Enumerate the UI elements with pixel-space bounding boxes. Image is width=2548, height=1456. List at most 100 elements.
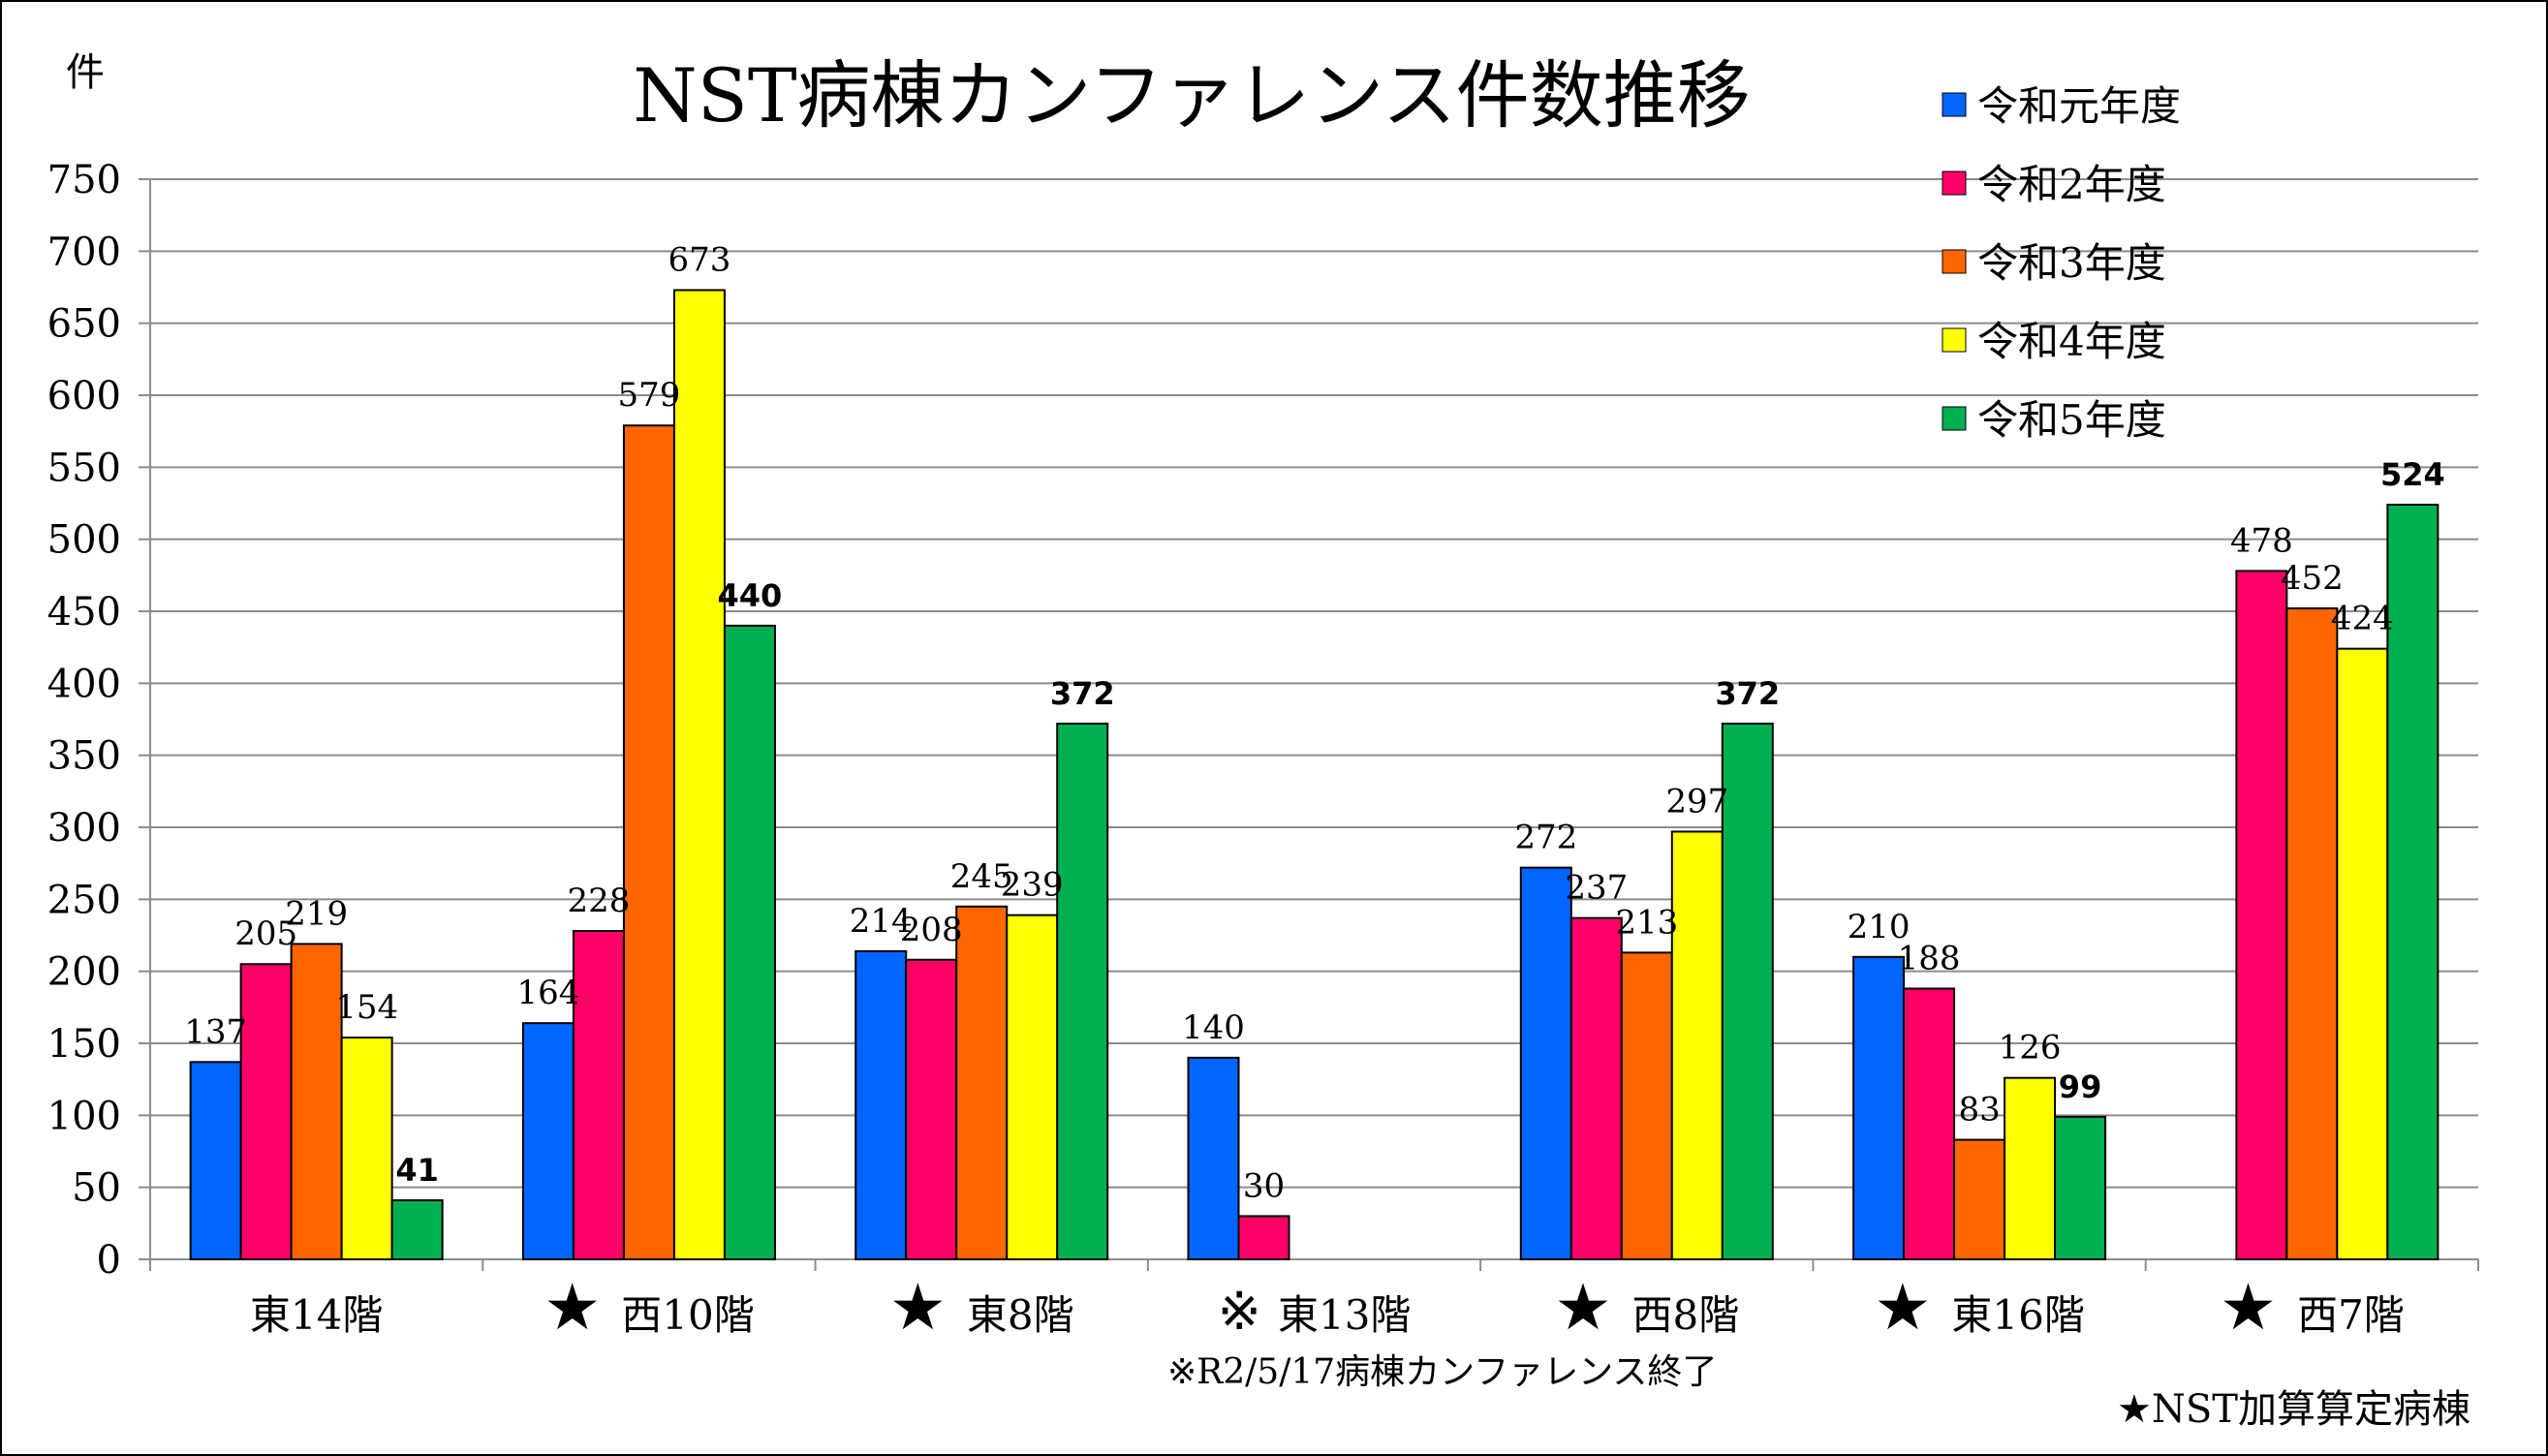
bar (1237, 1215, 1290, 1261)
data-label: 140 (1182, 1008, 1245, 1047)
data-label: 228 (567, 882, 630, 920)
y-tick-label: 350 (47, 734, 121, 779)
y-tick-label: 400 (47, 662, 121, 706)
x-tick-label: ★ 西10階 (544, 1270, 755, 1345)
x-tick-label: ★ 西7階 (2220, 1270, 2405, 1345)
bar (340, 1037, 393, 1261)
bar (521, 1022, 575, 1260)
data-label: 126 (1999, 1029, 2062, 1068)
legend-swatch (1942, 327, 1967, 353)
bar (239, 963, 293, 1260)
data-label: 424 (2331, 600, 2394, 638)
y-tick-label: 750 (47, 158, 121, 202)
data-label: 164 (516, 974, 579, 1012)
data-label: 245 (950, 857, 1013, 896)
bar (855, 949, 908, 1260)
x-tick-label: ★ 西8階 (1554, 1270, 1739, 1345)
y-tick-label: 600 (47, 374, 121, 418)
bar (2336, 647, 2389, 1260)
legend-swatch (1942, 406, 1967, 431)
x-tick-label: ※ 東13階 (1218, 1281, 1412, 1342)
bar (290, 943, 343, 1260)
legend-label: 令和5年度 (1977, 396, 2166, 444)
data-label: 297 (1665, 782, 1728, 821)
data-label: 30 (1243, 1166, 1285, 1205)
data-label: 524 (2380, 456, 2445, 493)
bar (1721, 722, 1774, 1260)
data-labels: 1372052191544116422857967344021420824523… (184, 240, 2445, 1205)
data-label: 372 (1050, 675, 1115, 712)
axes: 0 50 100 150 200 250 300 350 400 450 500 550 600 650 7… (47, 158, 2479, 1283)
bar (622, 424, 675, 1261)
y-tick-label: 150 (47, 1022, 121, 1067)
bar (2386, 503, 2439, 1260)
bar (905, 958, 958, 1260)
bars (189, 289, 2439, 1261)
legend-swatch (1942, 170, 1967, 196)
data-label: 372 (1715, 675, 1780, 712)
legend-swatch (1942, 249, 1967, 274)
y-tick-label: 250 (47, 878, 121, 922)
data-label: 440 (718, 577, 783, 614)
legend-swatch (1942, 92, 1967, 117)
data-label: 478 (2230, 521, 2293, 560)
legend-label: 令和4年度 (1977, 318, 2166, 365)
y-tick-label: 700 (47, 230, 121, 274)
bar (1187, 1056, 1240, 1261)
y-tick-label: 500 (47, 518, 121, 563)
bar (2054, 1115, 2107, 1260)
data-label: 214 (850, 902, 913, 941)
legend-label: 令和3年度 (1977, 239, 2166, 287)
note-annotation: ※R2/5/17病棟カンファレンス終了 (1167, 1352, 1717, 1392)
y-axis-label: 件 (66, 50, 105, 95)
data-label: 83 (1958, 1091, 2000, 1130)
bar (2235, 570, 2288, 1260)
y-tick-label: 550 (47, 446, 121, 490)
bar (1670, 830, 1724, 1261)
y-tick-label: 450 (47, 590, 121, 635)
data-label: 673 (668, 240, 730, 279)
bar (723, 624, 776, 1260)
y-tick-label: 650 (47, 302, 121, 347)
legend-label: 令和2年度 (1977, 161, 2166, 208)
footnote-annotation: ★NST加算算定病棟 (2117, 1387, 2470, 1432)
data-label: 237 (1565, 869, 1628, 908)
data-label: 239 (1001, 866, 1064, 905)
x-tick-label: ★ 東16階 (1874, 1270, 2085, 1345)
y-tick-label: 50 (72, 1166, 121, 1211)
bar (2004, 1076, 2057, 1261)
data-label: 210 (1848, 908, 1911, 946)
data-label: 137 (184, 1012, 247, 1051)
y-tick-label: 300 (47, 806, 121, 851)
bar (390, 1199, 444, 1260)
bar (1519, 866, 1572, 1260)
bar (1569, 916, 1623, 1260)
data-label: 205 (234, 914, 297, 953)
category-labels: 東14階 ★ 西10階 ★ 東8階 ※ 東13階 ★ 西8階 ★ 東16階 ★ 西7階 (250, 1270, 2405, 1345)
x-tick-label: ★ 東8階 (889, 1270, 1074, 1345)
bar (189, 1061, 242, 1260)
data-label: 208 (900, 911, 963, 949)
bar (672, 289, 726, 1260)
bar (1903, 987, 1956, 1260)
chart-title: NST病棟カンファレンス件数推移 (633, 52, 1750, 139)
y-tick-label: 200 (47, 950, 121, 995)
y-tick-label: 0 (97, 1238, 121, 1283)
data-label: 154 (335, 988, 398, 1027)
y-tick-label: 100 (47, 1094, 121, 1138)
bar (1953, 1138, 2006, 1261)
bar (1620, 951, 1673, 1261)
data-label: 219 (285, 894, 348, 933)
bar (1006, 914, 1059, 1260)
bar (955, 905, 1009, 1260)
bar (1852, 955, 1906, 1260)
bar (572, 930, 625, 1260)
legend-label: 令和元年度 (1977, 82, 2181, 130)
bar (1056, 722, 1109, 1260)
bar (2285, 607, 2339, 1260)
x-tick-label: 東14階 (250, 1291, 383, 1339)
data-label: 41 (395, 1152, 439, 1189)
